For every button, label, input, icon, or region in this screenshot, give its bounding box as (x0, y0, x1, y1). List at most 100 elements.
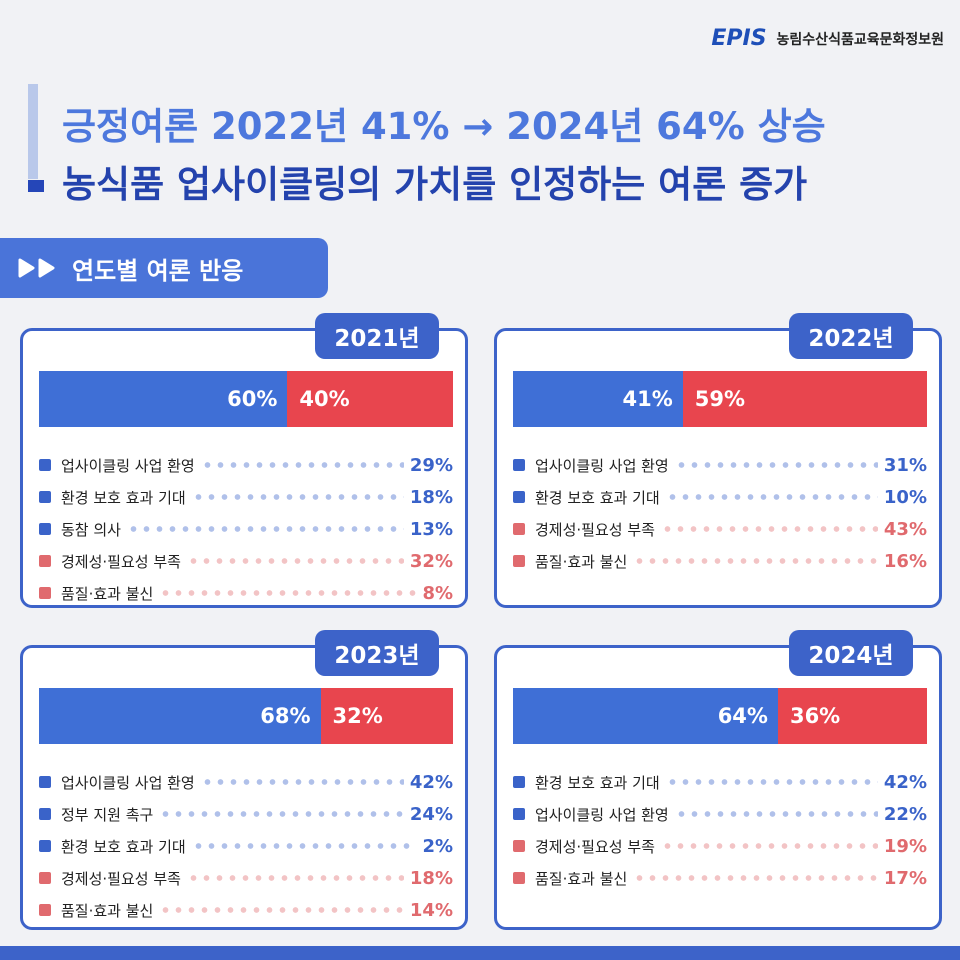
item-row: 업사이클링 사업 환영 29% (39, 449, 453, 481)
item-list: 업사이클링 사업 환영 42% 정부 지원 촉구 24% 환경 보호 효과 기대 2% 경제… (39, 766, 453, 926)
dot-leader (660, 526, 878, 532)
item-label: 경제성·필요성 부족 (535, 837, 655, 856)
item-row: 환경 보호 효과 기대 2% (39, 830, 453, 862)
dot-leader (674, 811, 878, 817)
title-line2: 농식품 업사이클링의 가치를 인정하는 여론 증가 (62, 163, 808, 206)
item-percent: 32% (409, 550, 453, 572)
item-list: 업사이클링 사업 환영 29% 환경 보호 효과 기대 18% 동참 의사 13% 경제성·… (39, 449, 453, 609)
item-row: 경제성·필요성 부족 32% (39, 545, 453, 577)
accent-bar (28, 84, 38, 179)
bar-value-label: 32% (332, 704, 383, 728)
bar-segment: 64% (513, 688, 778, 744)
item-percent: 29% (409, 454, 453, 476)
dot-leader (665, 494, 878, 500)
item-bullet (513, 872, 525, 884)
item-label: 품질·효과 불신 (535, 869, 628, 888)
item-label: 경제성·필요성 부족 (61, 869, 181, 888)
bar-segment: 41% (513, 371, 683, 427)
bar-value-label: 68% (260, 704, 311, 728)
dot-leader (674, 462, 878, 468)
stacked-bar: 41% 59% (513, 371, 927, 427)
item-row: 업사이클링 사업 환영 31% (513, 449, 927, 481)
item-row: 품질·효과 불신 14% (39, 894, 453, 926)
logo: EPIS 농림수산식품교육문화정보원 (711, 26, 944, 51)
item-percent: 13% (409, 518, 453, 540)
item-bullet (513, 491, 525, 503)
item-percent: 8% (422, 582, 453, 604)
item-label: 환경 보호 효과 기대 (535, 773, 660, 792)
item-bullet (39, 491, 51, 503)
section-title: 연도별 여론 반응 (72, 256, 244, 285)
dot-leader (159, 907, 404, 913)
item-bullet (513, 555, 525, 567)
item-list: 업사이클링 사업 환영 31% 환경 보호 효과 기대 10% 경제성·필요성 부족 43… (513, 449, 927, 577)
bar-segment: 32% (320, 688, 453, 744)
item-row: 환경 보호 효과 기대 42% (513, 766, 927, 798)
item-label: 환경 보호 효과 기대 (535, 488, 660, 507)
item-bullet (39, 808, 51, 820)
dot-leader (200, 779, 404, 785)
item-percent: 31% (883, 454, 927, 476)
item-row: 환경 보호 효과 기대 10% (513, 481, 927, 513)
item-row: 환경 보호 효과 기대 18% (39, 481, 453, 513)
dot-leader (660, 843, 878, 849)
section-header: 연도별 여론 반응 (0, 238, 328, 298)
item-row: 품질·효과 불신 16% (513, 545, 927, 577)
item-label: 경제성·필요성 부족 (61, 552, 181, 571)
item-bullet (513, 776, 525, 788)
bar-segment: 68% (39, 688, 321, 744)
item-percent: 14% (409, 899, 453, 921)
item-bullet (39, 840, 51, 852)
item-bullet (39, 776, 51, 788)
item-label: 품질·효과 불신 (61, 584, 154, 603)
item-percent: 18% (409, 867, 453, 889)
dot-leader (191, 494, 404, 500)
year-panel: 2021년 60% 40% 업사이클링 사업 환영 29% 환경 보호 효과 기대 18% 동… (20, 313, 468, 609)
dot-leader (191, 843, 417, 849)
year-panel: 2022년 41% 59% 업사이클링 사업 환영 31% 환경 보호 효과 기대 10% 경… (494, 313, 942, 608)
item-bullet (513, 808, 525, 820)
item-percent: 24% (409, 803, 453, 825)
accent-square (28, 180, 44, 192)
item-row: 업사이클링 사업 환영 22% (513, 798, 927, 830)
org-name: 농림수산식품교육문화정보원 (776, 31, 944, 48)
year-tab: 2024년 (789, 630, 913, 676)
footer-strip (0, 946, 960, 960)
bar-value-label: 64% (717, 704, 768, 728)
year-panel: 2024년 64% 36% 환경 보호 효과 기대 42% 업사이클링 사업 환영 22% 경… (494, 630, 942, 930)
item-bullet (39, 587, 51, 599)
dot-leader (159, 811, 404, 817)
item-row: 업사이클링 사업 환영 42% (39, 766, 453, 798)
bar-value-label: 60% (227, 387, 278, 411)
item-percent: 43% (883, 518, 927, 540)
item-percent: 22% (883, 803, 927, 825)
bar-segment: 59% (682, 371, 927, 427)
item-label: 환경 보호 효과 기대 (61, 488, 186, 507)
dot-leader (186, 558, 404, 564)
bar-value-label: 59% (694, 387, 745, 411)
bar-value-label: 41% (622, 387, 673, 411)
dot-leader (186, 875, 404, 881)
dot-leader (633, 558, 878, 564)
item-label: 업사이클링 사업 환영 (61, 456, 195, 475)
item-label: 경제성·필요성 부족 (535, 520, 655, 539)
item-row: 품질·효과 불신 8% (39, 577, 453, 609)
item-row: 동참 의사 13% (39, 513, 453, 545)
item-row: 정부 지원 촉구 24% (39, 798, 453, 830)
item-list: 환경 보호 효과 기대 42% 업사이클링 사업 환영 22% 경제성·필요성 부족 19… (513, 766, 927, 894)
item-label: 정부 지원 촉구 (61, 805, 154, 824)
item-label: 품질·효과 불신 (535, 552, 628, 571)
item-label: 환경 보호 효과 기대 (61, 837, 186, 856)
item-label: 업사이클링 사업 환영 (535, 456, 669, 475)
item-bullet (39, 523, 51, 535)
item-row: 경제성·필요성 부족 43% (513, 513, 927, 545)
item-percent: 10% (883, 486, 927, 508)
stacked-bar: 60% 40% (39, 371, 453, 427)
item-percent: 42% (883, 771, 927, 793)
item-percent: 17% (883, 867, 927, 889)
bar-segment: 60% (39, 371, 288, 427)
stacked-bar: 68% 32% (39, 688, 453, 744)
item-bullet (39, 555, 51, 567)
item-label: 동참 의사 (61, 520, 121, 539)
